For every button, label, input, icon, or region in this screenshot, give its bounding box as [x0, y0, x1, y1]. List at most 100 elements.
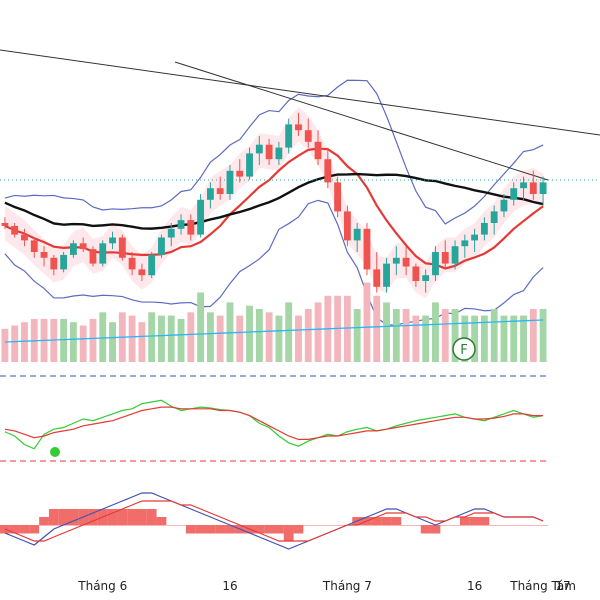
candle-body — [30, 240, 38, 252]
volume-bar — [158, 315, 165, 362]
volume-bar — [265, 312, 273, 362]
macd-histogram-bar — [225, 525, 235, 534]
volume-bar — [109, 322, 116, 362]
volume-bar — [99, 312, 107, 362]
macd-histogram-bar — [264, 525, 274, 534]
macd-histogram-bar — [107, 509, 118, 526]
volume-bar — [304, 309, 312, 362]
volume-bar — [451, 309, 459, 362]
volume-moving-average — [4, 319, 544, 343]
volume-bar — [197, 292, 205, 362]
candle-body — [50, 257, 58, 270]
candle-body — [109, 237, 116, 244]
macd-histogram-bar — [195, 525, 206, 534]
candle-body — [520, 182, 527, 189]
macd-histogram-bar — [68, 509, 79, 526]
candle-body — [118, 237, 126, 258]
volume-bar — [79, 325, 87, 362]
macd-histogram-bar — [137, 509, 147, 526]
candle-body — [40, 252, 48, 258]
macd-histogram-bar — [88, 509, 98, 526]
volume-bar — [529, 309, 537, 362]
volume-bar — [441, 309, 449, 362]
candle-body — [373, 269, 381, 287]
macd-histogram-bar — [156, 517, 167, 526]
volume-bar — [206, 312, 214, 362]
macd-histogram-bar — [430, 525, 441, 534]
rsi-fast-line — [4, 399, 544, 450]
candle-body — [11, 225, 19, 235]
candle-body — [1, 223, 9, 226]
macd-histogram-bar — [303, 525, 314, 526]
volume-bar — [363, 282, 371, 362]
macd-histogram-bar — [39, 517, 49, 526]
x-tick-label: 16 — [467, 579, 482, 593]
candle-body — [451, 246, 459, 264]
candle-body — [480, 223, 488, 235]
candle-body — [89, 249, 97, 264]
volume-bar — [392, 309, 400, 362]
volume-bar — [402, 309, 410, 362]
volume-bar — [383, 302, 390, 362]
volume-bar — [236, 315, 244, 362]
candle-body — [265, 144, 273, 160]
macd-histogram-bar — [127, 509, 137, 526]
candle-body — [353, 228, 361, 241]
candle-body — [187, 220, 195, 235]
candle-body — [60, 254, 68, 270]
macd-histogram-bar — [440, 525, 451, 526]
candle-body — [324, 159, 332, 183]
candle-body — [69, 243, 77, 255]
macd-histogram-bar — [215, 525, 226, 534]
macd-histogram-bar — [499, 525, 509, 526]
event-marker-label: F — [460, 343, 467, 358]
ichimoku-cloud — [4, 107, 544, 299]
bollinger-upper — [4, 79, 544, 225]
volume-bar — [500, 315, 508, 362]
macd-histogram-bar — [58, 509, 69, 526]
volume-bar — [21, 322, 28, 362]
candle-body — [529, 182, 537, 194]
candle-body — [539, 182, 547, 194]
candle-body — [500, 199, 508, 212]
candle-body — [392, 257, 400, 264]
volume-bar — [148, 312, 156, 362]
candle-body — [255, 144, 263, 154]
candle-body — [216, 188, 224, 194]
candle-body — [158, 237, 165, 255]
macd-histogram-bar — [313, 525, 323, 526]
volume-bar — [89, 318, 97, 362]
candle-body — [471, 234, 479, 241]
volume-bar — [177, 318, 185, 362]
macd-histogram-bar — [283, 525, 294, 542]
volume-bar — [1, 328, 9, 362]
candle-body — [461, 240, 469, 247]
macd-histogram-bar — [293, 525, 304, 534]
candle-body — [128, 257, 136, 270]
volume-bar — [353, 309, 361, 362]
macd-histogram-bar — [489, 525, 500, 526]
candle-body — [246, 153, 253, 177]
candle-body — [412, 266, 420, 281]
rsi-slow-line — [4, 406, 544, 440]
candle-body — [236, 170, 244, 177]
candle-body — [343, 211, 351, 241]
volume-bar — [314, 302, 322, 362]
candle-body — [490, 211, 498, 223]
volume-bar — [285, 302, 293, 362]
volume-bar — [412, 315, 420, 362]
event-marker — [452, 337, 476, 361]
volume-bar — [216, 315, 224, 362]
volume-bar — [69, 322, 77, 362]
candle-body — [148, 254, 156, 276]
macd-histogram-bar — [459, 517, 470, 526]
volume-bar — [255, 309, 263, 362]
candle-body — [510, 188, 518, 200]
x-tick-label: Tháng 6 — [77, 579, 127, 593]
volume-bar — [480, 315, 488, 362]
candle-body — [275, 147, 283, 160]
macd-histogram-bar — [176, 525, 186, 526]
